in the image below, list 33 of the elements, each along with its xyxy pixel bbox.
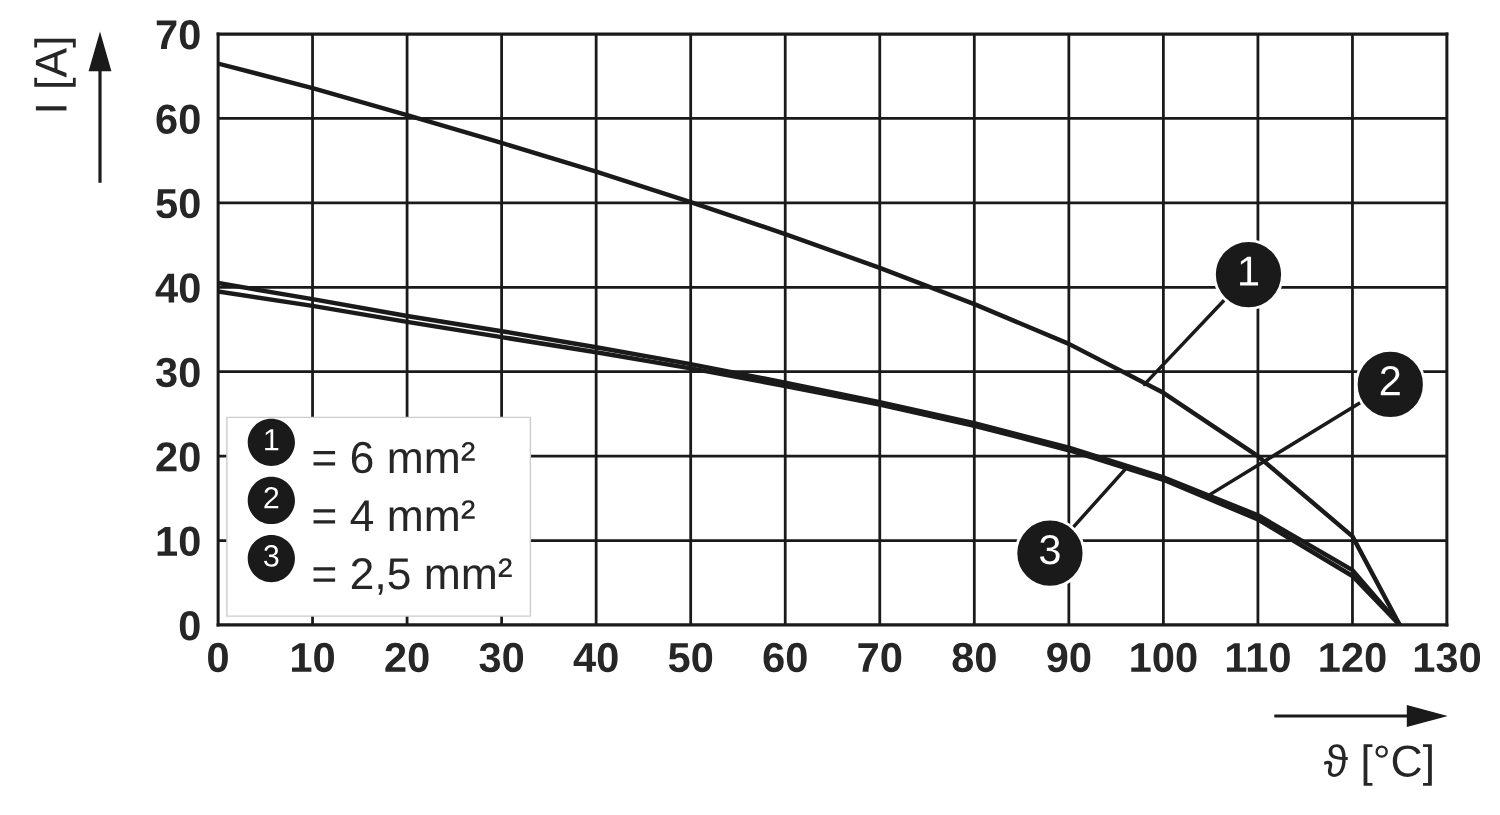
x-tick-label: 60 — [763, 642, 807, 673]
x-tick-label: 80 — [952, 642, 996, 673]
annotation: 2 — [1380, 366, 1400, 396]
y-tick-label: 10 — [157, 526, 200, 557]
y-tick-label: 20 — [156, 442, 200, 472]
x-tick-label: 50 — [668, 642, 713, 673]
text: 1 — [265, 429, 279, 451]
text: 2 — [264, 487, 279, 509]
legend-label: = 4 mm² — [313, 500, 475, 531]
y-tick-label: 0 — [179, 611, 200, 641]
x-tick-label: 70 — [858, 642, 902, 673]
x-tick-label: 20 — [385, 642, 429, 673]
y-tick-label: 30 — [155, 357, 200, 388]
legend-label: = 2,5 mm² — [313, 558, 512, 595]
x-tick-label: 120 — [1320, 642, 1386, 673]
x-axis-title: ϑ [°C] — [1323, 744, 1432, 786]
x-tick-label: 10 — [291, 642, 335, 673]
x-tick-label: 40 — [573, 642, 618, 673]
x-tick-label: 130 — [1414, 642, 1481, 673]
text: 3 — [264, 545, 279, 567]
x-tick-label: 0 — [208, 642, 228, 673]
y-axis-title: I [A] — [34, 38, 76, 111]
legend-label: = 6 mm² — [313, 441, 475, 474]
y-tick-label: 50 — [156, 188, 200, 219]
x-tick-label: 90 — [1047, 642, 1091, 673]
x-tick-label: 100 — [1131, 642, 1197, 673]
y-tick-label: 70 — [156, 20, 200, 50]
annotation: 3 — [1039, 534, 1060, 565]
x-tick-label: 110 — [1226, 642, 1290, 673]
annotation: 1 — [1240, 256, 1259, 286]
y-tick-label: 60 — [156, 104, 200, 134]
y-tick-label: 40 — [155, 273, 200, 303]
x-tick-label: 30 — [479, 642, 524, 673]
